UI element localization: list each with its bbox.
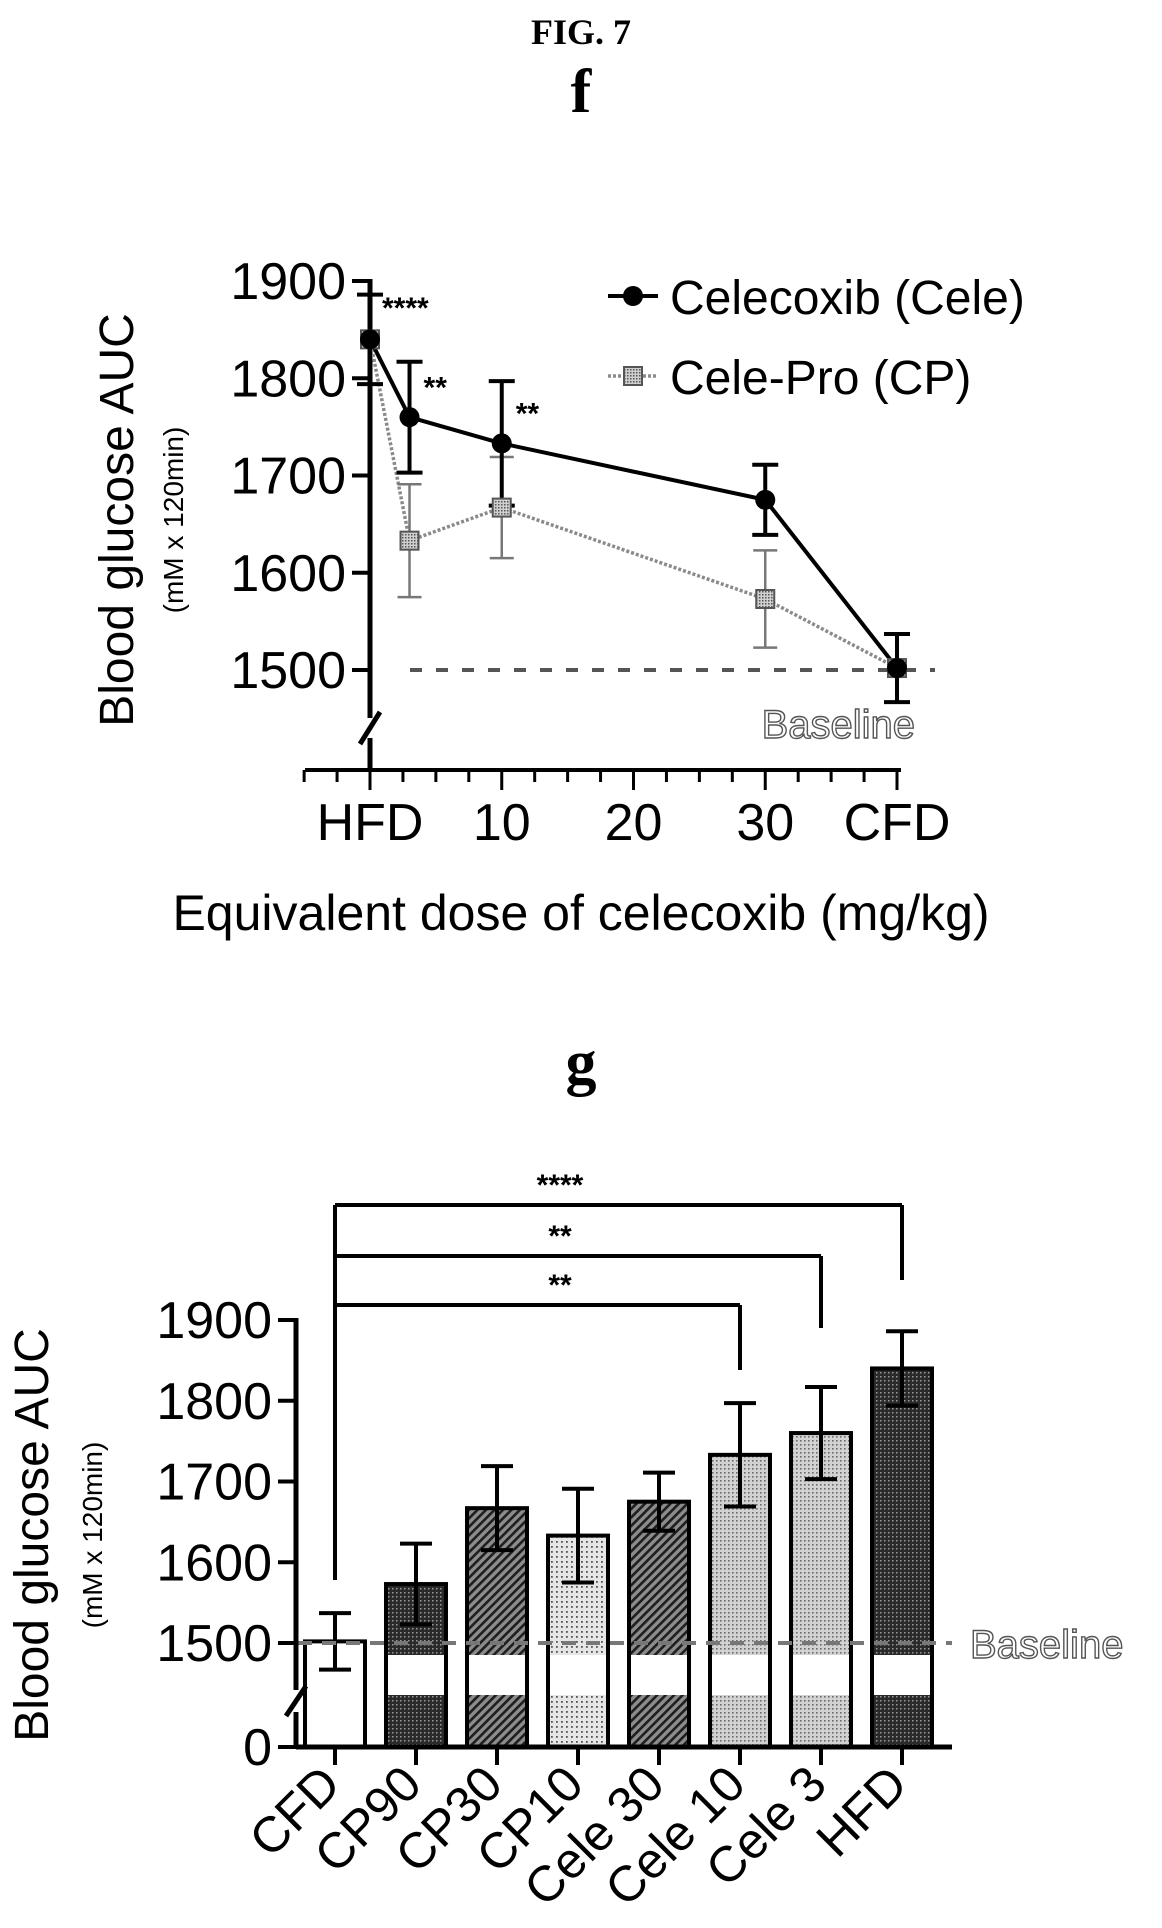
baseline-label: Baseline (762, 703, 915, 747)
y-tick-label: 1800 (156, 1373, 272, 1431)
x-tick-label: CFD (844, 794, 951, 852)
y-tick-label: 1900 (156, 1292, 272, 1350)
x-tick-label: HFD (317, 794, 424, 852)
y-tick-label: 1500 (156, 1615, 272, 1673)
x-tick-label: HFD (806, 1755, 918, 1867)
y-tick-label: 1700 (230, 448, 346, 506)
x-tick-label: 10 (473, 794, 531, 852)
y-tick-label: 1600 (156, 1534, 272, 1592)
comparison-label: ** (548, 1269, 572, 1302)
bar (627, 1499, 691, 1749)
x-axis-label: Equivalent dose of celecoxib (mg/kg) (172, 885, 989, 941)
y-tick-label: 1500 (230, 642, 346, 700)
chart-f: 1500 1600 1700 1800 1900 HFD 10 20 30 CFD Equivale… (91, 253, 1025, 941)
y-tick-label: 1600 (230, 545, 346, 603)
point-cele-pro (755, 589, 776, 610)
figure-title: FIG. 7 (531, 12, 631, 52)
legend-label-cele-pro: Cele-Pro (CP) (670, 352, 971, 405)
y-tick-label: 1800 (230, 350, 346, 408)
y-axis-break (357, 710, 383, 746)
significance-label: ** (424, 371, 448, 404)
panel-label-f: f (571, 58, 593, 126)
significance-label: **** (382, 292, 429, 325)
y-axis-unit: (mM x 120min) (77, 1442, 108, 1629)
y-axis-break (283, 1684, 309, 1718)
y-tick-label: 0 (243, 1719, 272, 1777)
baseline-label: Baseline (970, 1623, 1123, 1667)
point-celecoxib (491, 433, 512, 454)
point-cele-pro (491, 497, 512, 518)
x-tick-label: 30 (736, 794, 794, 852)
legend-marker-cele-pro (623, 366, 643, 386)
y-axis-label: Blood glucose AUC (91, 313, 144, 727)
point-cele-pro (399, 530, 420, 551)
point-celecoxib (887, 658, 907, 679)
y-axis-unit: (mM x 120min) (158, 427, 189, 614)
series-line-cele-pro (368, 339, 898, 670)
y-axis-label: Blood glucose AUC (6, 1328, 59, 1742)
point-celecoxib (360, 329, 380, 350)
chart-g: Baseline015001600170018001900CFDCP90CP30… (6, 1169, 1124, 1917)
y-tick-label: 1700 (156, 1454, 272, 1512)
panel-label-g: g (566, 1029, 597, 1097)
point-celecoxib (755, 489, 776, 510)
comparison-label: ** (548, 1220, 572, 1253)
comparison-label: **** (537, 1169, 584, 1202)
legend-label-celecoxib: Celecoxib (Cele) (670, 272, 1025, 325)
x-tick-label: 20 (605, 794, 663, 852)
y-tick-label: 1900 (230, 253, 346, 311)
significance-label: ** (516, 398, 540, 431)
point-celecoxib (399, 407, 420, 428)
legend-marker-celecoxib (623, 286, 643, 306)
